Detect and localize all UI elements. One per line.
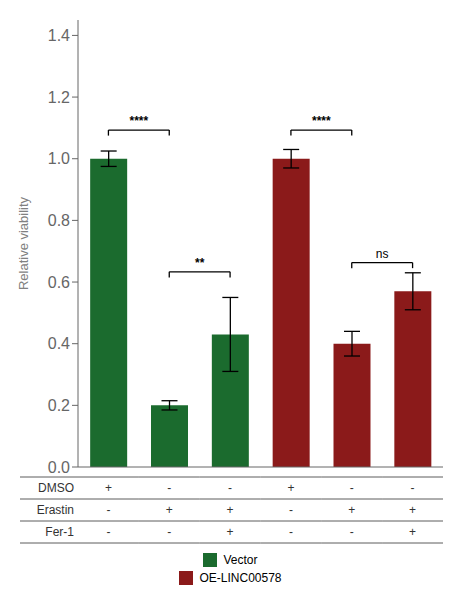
svg-text:DMSO: DMSO — [38, 481, 74, 495]
svg-text:-: - — [289, 503, 293, 517]
svg-text:+: + — [409, 503, 416, 517]
svg-text:+: + — [227, 503, 234, 517]
svg-text:-: - — [350, 481, 354, 495]
svg-text:0.8: 0.8 — [48, 212, 70, 229]
svg-text:****: **** — [129, 114, 148, 128]
svg-text:0.4: 0.4 — [48, 335, 70, 352]
svg-text:1.2: 1.2 — [48, 89, 70, 106]
svg-text:-: - — [167, 481, 171, 495]
svg-text:Fer-1: Fer-1 — [45, 525, 74, 539]
svg-text:****: **** — [312, 114, 331, 128]
svg-text:0.6: 0.6 — [48, 274, 70, 291]
svg-text:Erastin: Erastin — [37, 503, 74, 517]
html-text:Vector: Vector — [223, 553, 258, 567]
svg-text:-: - — [411, 481, 415, 495]
svg-text:1.0: 1.0 — [48, 150, 70, 167]
svg-text:+: + — [348, 503, 355, 517]
html-text:OE-LINC00578: OE-LINC00578 — [199, 571, 282, 585]
svg-text:+: + — [227, 525, 234, 539]
svg-text:0.0: 0.0 — [48, 459, 70, 476]
svg-text:-: - — [350, 525, 354, 539]
svg-text:-: - — [106, 503, 110, 517]
svg-text:-: - — [167, 525, 171, 539]
svg-text:ns: ns — [376, 247, 389, 261]
svg-text:-: - — [228, 481, 232, 495]
svg-text:Relative viability: Relative viability — [16, 196, 31, 290]
svg-text:1.4: 1.4 — [48, 27, 70, 44]
svg-text:**: ** — [195, 256, 205, 270]
svg-text:+: + — [166, 503, 173, 517]
svg-text:+: + — [409, 525, 416, 539]
svg-text:+: + — [105, 481, 112, 495]
svg-text:0.2: 0.2 — [48, 397, 70, 414]
svg-text:+: + — [287, 481, 294, 495]
svg-text:-: - — [106, 525, 110, 539]
svg-text:-: - — [289, 525, 293, 539]
